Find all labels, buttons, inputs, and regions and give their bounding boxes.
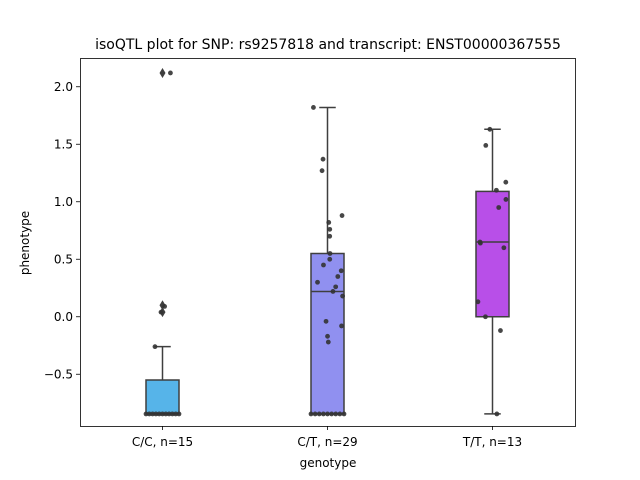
data-point <box>341 411 347 417</box>
data-point <box>339 213 345 218</box>
data-point <box>162 304 168 309</box>
data-point <box>325 333 330 339</box>
y-axis: −0.5 0.0 0.5 1.0 1.5 2.0 <box>44 80 80 381</box>
data-point <box>170 411 175 417</box>
data-point <box>156 411 162 417</box>
data-point <box>493 187 499 193</box>
y-tick-label: 2.0 <box>54 80 73 94</box>
y-axis-label: phenotype <box>18 211 32 275</box>
data-point <box>160 411 165 417</box>
plot-frame <box>80 58 576 427</box>
data-point <box>163 411 169 417</box>
data-point <box>483 143 489 148</box>
data-point <box>327 233 333 239</box>
data-point <box>340 293 345 299</box>
data-point <box>319 168 325 174</box>
data-point <box>330 289 336 294</box>
data-point <box>153 411 159 417</box>
data-point <box>327 256 333 262</box>
data-point <box>321 262 326 268</box>
box <box>145 379 180 415</box>
data-point <box>143 411 149 417</box>
data-point <box>496 205 502 210</box>
data-point <box>477 240 483 246</box>
data-point <box>483 314 488 320</box>
data-point <box>333 284 339 290</box>
y-tick-label: 0.0 <box>54 310 73 324</box>
x-tick-label: C/T, n=29 <box>297 435 357 449</box>
data-point <box>315 279 320 285</box>
y-tick-label: 1.5 <box>54 137 73 151</box>
data-point <box>327 226 333 232</box>
data-point <box>503 197 509 202</box>
outlier-marker <box>159 67 166 78</box>
data-point <box>325 411 330 417</box>
x-axis-label: genotype <box>300 456 357 470</box>
box <box>475 190 510 318</box>
chart-title: isoQTL plot for SNP: rs9257818 and trans… <box>95 37 561 53</box>
data-point <box>326 220 332 225</box>
data-point <box>329 411 335 417</box>
data-point <box>333 411 339 417</box>
data-point <box>339 323 344 329</box>
data-point <box>312 411 318 417</box>
y-tick-label: −0.5 <box>44 367 73 381</box>
data-point <box>308 411 314 417</box>
x-tick-label: C/C, n=15 <box>132 435 193 449</box>
data-point <box>335 274 341 279</box>
data-point <box>501 245 507 251</box>
data-point <box>475 299 481 305</box>
data-point <box>146 411 152 417</box>
points-layer <box>143 70 509 417</box>
y-tick-label: 0.5 <box>54 252 73 266</box>
data-point <box>323 318 329 324</box>
y-tick-label: 1.0 <box>54 195 73 209</box>
data-point <box>158 309 164 315</box>
data-point <box>337 411 343 417</box>
data-point <box>166 411 172 417</box>
data-point <box>176 411 182 417</box>
boxes-layer <box>145 67 510 415</box>
data-point <box>168 70 173 76</box>
data-point <box>320 411 326 417</box>
data-point <box>494 411 500 417</box>
data-point <box>152 344 158 350</box>
data-point <box>173 411 179 417</box>
data-point <box>503 179 509 185</box>
data-point <box>487 126 493 132</box>
box <box>310 252 345 415</box>
data-point <box>320 156 326 162</box>
data-point <box>311 105 316 110</box>
data-point <box>338 268 344 274</box>
data-point <box>327 251 333 256</box>
data-point <box>325 339 331 345</box>
data-point <box>498 328 503 333</box>
data-point <box>150 411 156 417</box>
x-axis: C/C, n=15 C/T, n=29 T/T, n=13 <box>132 426 522 449</box>
x-tick-label: T/T, n=13 <box>462 435 522 449</box>
data-point <box>316 411 322 417</box>
